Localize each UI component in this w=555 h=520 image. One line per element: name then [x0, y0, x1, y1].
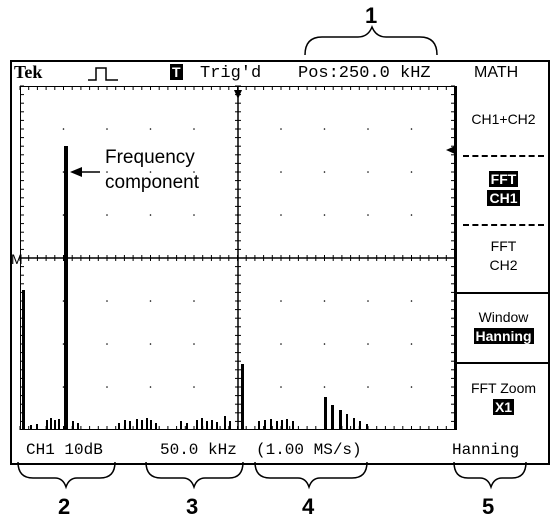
status-header: Tek T Trig'd Pos:250.0 kHZ MATH [12, 62, 548, 86]
vertical-scale-readout: CH1 10dB [26, 441, 103, 459]
callout-3: 3 [186, 494, 199, 519]
annotation-line-2: component [105, 172, 200, 193]
oscilloscope-display [10, 60, 550, 465]
bracket-3 [145, 461, 244, 490]
menu-item-label: Window [478, 309, 529, 325]
trigger-badge: T [170, 64, 183, 80]
trigger-level-arrow [446, 146, 455, 154]
menu-item-ch1-plus-ch2[interactable]: CH1+CH2 [457, 110, 550, 129]
menu-item-label: FFT [488, 171, 519, 187]
menu-item-window[interactable]: Window Hanning [457, 308, 550, 346]
bracket-5 [453, 461, 527, 490]
sample-rate-readout: (1.00 MS/s) [256, 441, 362, 459]
brand-logo: Tek [14, 62, 43, 82]
graticule-marker: M [11, 251, 23, 267]
callout-4: 4 [302, 494, 315, 519]
annotation-arrow [70, 167, 82, 177]
menu-item-fft-ch2[interactable]: FFT CH2 [457, 237, 550, 275]
callout-1: 1 [365, 3, 378, 28]
position-readout: Pos:250.0 kHZ [298, 64, 431, 83]
menu-item-fft-ch1[interactable]: FFT CH1 [457, 170, 550, 208]
menu-item-sublabel: CH2 [489, 257, 518, 273]
menu-item-label: FFT [490, 238, 517, 254]
window-readout: Hanning [452, 441, 520, 459]
bracket-2 [17, 461, 116, 490]
trigger-status: Trig'd [200, 64, 262, 83]
menu-item-value: X1 [492, 399, 515, 415]
menu-item-fft-zoom[interactable]: FFT Zoom X1 [457, 379, 550, 417]
trigger-position-arrow [234, 90, 242, 99]
bracket-1 [304, 24, 438, 56]
fft-trace [22, 146, 368, 430]
menu-title: MATH [474, 64, 519, 81]
square-pulse-icon [88, 66, 118, 88]
frequency-span-readout: 50.0 kHz [160, 441, 237, 459]
bracket-4 [254, 461, 368, 490]
math-menu: CH1+CH2 FFT CH1 FFT CH2 Window Hanning F… [455, 86, 550, 430]
menu-item-label: CH1+CH2 [471, 111, 536, 127]
menu-item-value: Hanning [473, 328, 534, 344]
callout-2: 2 [58, 494, 71, 519]
menu-item-label: FFT Zoom [470, 380, 537, 396]
annotation-line-1: Frequency [105, 147, 195, 168]
callout-5: 5 [482, 494, 495, 519]
menu-item-sublabel: CH1 [487, 190, 520, 206]
